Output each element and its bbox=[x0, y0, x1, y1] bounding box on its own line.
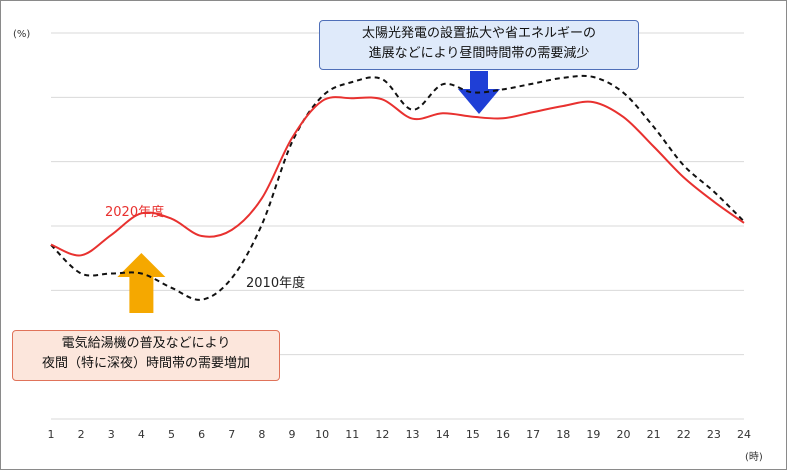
x-tick-label: 7 bbox=[228, 428, 235, 441]
x-tick-label: 4 bbox=[138, 428, 145, 441]
x-tick-label: 14 bbox=[436, 428, 450, 441]
series-line-2020年度 bbox=[50, 96, 745, 257]
series-label-2020: 2020年度 bbox=[105, 204, 164, 220]
x-tick-label: 21 bbox=[647, 428, 661, 441]
x-tick-labels: 1 2 3 4 5 6 7 8 9 10 11 12 13 14 15 16 17 18 19 20 21 22 23 24 bbox=[48, 428, 752, 441]
daytime-decrease-note: 太陽光発電の設置拡大や省エネルギーの 進展などにより昼間時間帯の需要減少 bbox=[319, 20, 639, 70]
x-tick-label: 11 bbox=[345, 428, 359, 441]
x-tick-label: 20 bbox=[616, 428, 630, 441]
daytime-note-line-2: 進展などにより昼間時間帯の需要減少 bbox=[368, 46, 590, 61]
nighttime-note-line-2: 夜間（特に深夜）時間帯の需要増加 bbox=[41, 356, 250, 371]
x-tick-label: 13 bbox=[406, 428, 420, 441]
x-tick-label: 2 bbox=[78, 428, 85, 441]
x-tick-label: 1 bbox=[48, 428, 55, 441]
x-tick-label: 8 bbox=[258, 428, 265, 441]
x-tick-label: 12 bbox=[375, 428, 389, 441]
x-tick-label: 5 bbox=[168, 428, 175, 441]
x-tick-label: 24 bbox=[737, 428, 751, 441]
x-tick-label: 16 bbox=[496, 428, 510, 441]
annotation-arrows bbox=[117, 71, 500, 313]
y-unit-label: (%) bbox=[13, 29, 30, 40]
nighttime-note-line-1: 電気給湯機の普及などにより bbox=[61, 336, 231, 351]
x-tick-label: 17 bbox=[526, 428, 540, 441]
daytime-note-line-1: 太陽光発電の設置拡大や省エネルギーの bbox=[361, 26, 596, 41]
series-lines bbox=[50, 74, 745, 301]
nighttime-increase-note: 電気給湯機の普及などにより 夜間（特に深夜）時間帯の需要増加 bbox=[12, 330, 280, 381]
x-tick-label: 18 bbox=[556, 428, 570, 441]
x-tick-label: 3 bbox=[108, 428, 115, 441]
x-tick-label: 19 bbox=[586, 428, 600, 441]
x-unit-label: (時) bbox=[745, 451, 763, 463]
x-tick-label: 10 bbox=[315, 428, 329, 441]
x-tick-label: 15 bbox=[466, 428, 480, 441]
x-tick-label: 6 bbox=[198, 428, 205, 441]
x-tick-label: 9 bbox=[289, 428, 296, 441]
series-label-2010: 2010年度 bbox=[246, 275, 305, 291]
up-arrow bbox=[117, 253, 166, 313]
x-tick-label: 23 bbox=[707, 428, 721, 441]
x-tick-label: 22 bbox=[677, 428, 691, 441]
series-line-2010年度 bbox=[50, 74, 745, 301]
